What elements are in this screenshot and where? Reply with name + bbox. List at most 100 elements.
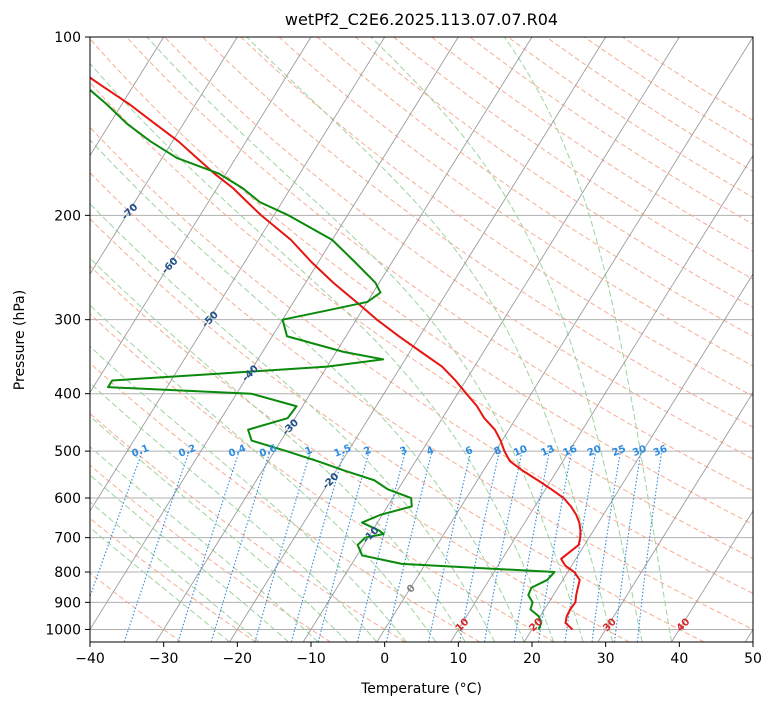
y-tick-label-6: 400 xyxy=(54,387,81,403)
mixing-ratio-line-12 xyxy=(513,450,551,642)
x-axis-label: Temperature (°C) xyxy=(360,681,482,697)
x-tick-label-9: 50 xyxy=(744,651,762,667)
mixing-ratio-label-0: 0.1 xyxy=(130,443,151,460)
isotherm-label-7: -30 xyxy=(281,417,302,438)
mixing-ratio-label-10: 8 xyxy=(493,445,504,458)
mixing-ratio-label-7: 3 xyxy=(398,445,409,458)
mixing-ratio-line-15 xyxy=(591,451,622,642)
y-axis-label: Pressure (hPa) xyxy=(12,290,28,390)
y-axis: 1000 900 800 700 600 500 400 300 200 100 xyxy=(45,30,90,638)
dry-adiabat xyxy=(622,37,753,121)
moist-adiabat xyxy=(246,37,614,642)
dry-adiabat xyxy=(90,218,705,642)
moist-adiabat xyxy=(503,37,673,642)
dry-adiabat xyxy=(431,37,753,253)
dry-adiabat xyxy=(90,82,753,560)
moist-adiabat xyxy=(90,446,319,642)
mixing-ratio-line-13 xyxy=(537,450,573,642)
mixing-ratio-label-9: 6 xyxy=(464,445,475,458)
dry-adiabat xyxy=(507,37,753,199)
moist-adiabat xyxy=(90,139,525,642)
dry-adiabat xyxy=(164,37,753,460)
mixing-ratio-label-5: 1.5 xyxy=(332,443,353,460)
moist-adiabat xyxy=(370,37,643,642)
mixing-ratio-lines xyxy=(90,450,663,642)
moist-adiabat xyxy=(90,345,407,642)
y-tick-label-3: 700 xyxy=(54,531,81,547)
isotherm-line-40 xyxy=(671,510,753,642)
dry-adiabat xyxy=(393,37,753,280)
x-tick-label-6: 20 xyxy=(523,651,541,667)
isotherm-line-m10 xyxy=(302,37,680,642)
isotherm-line-m50 xyxy=(90,37,386,512)
isotherm-label-12: 20 xyxy=(528,616,546,634)
moist-adiabat xyxy=(90,382,378,642)
mixing-ratio-label-13: 16 xyxy=(562,444,579,459)
mixing-ratio-label-14: 20 xyxy=(586,444,603,459)
mixing-ratio-line-4 xyxy=(254,450,312,642)
dry-adiabat xyxy=(90,362,481,642)
mixing-ratio-line-3 xyxy=(210,450,271,642)
mixing-ratio-line-1 xyxy=(123,450,190,642)
isotherm-line-0 xyxy=(376,37,753,642)
isotherm-label-6: -40 xyxy=(240,363,261,384)
mixing-ratio-line-5 xyxy=(290,450,345,642)
mixing-ratio-label-2: 0.4 xyxy=(227,443,248,460)
isotherm-line-m30 xyxy=(155,37,533,642)
mixing-ratio-label-12: 13 xyxy=(539,444,556,459)
dry-adiabat xyxy=(469,37,753,225)
y-tick-label-8: 200 xyxy=(54,208,81,224)
mixing-ratio-line-11 xyxy=(483,450,523,642)
isotherm-label-8: -20 xyxy=(321,471,342,492)
y-tick-label-2: 800 xyxy=(54,565,81,581)
dry-adiabat xyxy=(90,38,753,526)
dry-adiabat xyxy=(90,265,630,642)
mixing-ratio-label-15: 25 xyxy=(611,444,628,459)
isotherm-line-m80 xyxy=(90,37,165,157)
mixing-ratio-line-0 xyxy=(90,450,143,599)
dry-adiabat xyxy=(90,517,256,642)
isotherm-line-m40 xyxy=(90,37,459,631)
dewpoint-profile-line xyxy=(90,60,556,630)
moist-adiabat xyxy=(90,501,260,642)
x-tick-label-1: −30 xyxy=(149,651,179,667)
mixing-ratio-line-9 xyxy=(428,450,472,642)
moist-adiabat xyxy=(90,62,555,642)
dry-adiabat xyxy=(278,37,753,367)
mixing-ratio-line-14 xyxy=(564,451,597,642)
dry-adiabat xyxy=(90,126,753,595)
moist-adiabat xyxy=(146,37,584,642)
mixing-ratio-label-17: 36 xyxy=(652,444,669,459)
mixing-ratio-label-8: 4 xyxy=(425,445,436,458)
x-tick-label-7: 30 xyxy=(597,651,615,667)
moist-adiabat xyxy=(90,203,496,642)
y-tick-label-5: 500 xyxy=(54,444,81,460)
dry-adiabat xyxy=(240,37,753,397)
moist-adiabat xyxy=(90,257,466,642)
isotherm-line-50 xyxy=(744,628,753,642)
annotation-labels: 0.1 0.2 0.4 0.6 1 1.5 2 3 4 6 8 10 13 16 20 25 30 36-70-6… xyxy=(120,202,693,634)
dry-adiabat xyxy=(316,37,753,338)
series-layer xyxy=(90,60,582,631)
dry-adiabat xyxy=(202,37,753,428)
mixing-ratio-label-1: 0.2 xyxy=(177,443,198,460)
isotherm-label-14: 40 xyxy=(675,616,693,634)
isotherm-line-m20 xyxy=(229,37,607,642)
temperature-profile-line xyxy=(90,76,582,631)
moist-adiabat xyxy=(90,474,289,642)
x-tick-label-8: 40 xyxy=(670,651,688,667)
x-tick-label-4: 0 xyxy=(380,651,389,667)
dry-adiabat xyxy=(90,313,555,642)
mixing-ratio-line-8 xyxy=(385,450,433,642)
isotherm-line-30 xyxy=(597,391,753,642)
dry-adiabat xyxy=(545,37,753,172)
mixing-ratio-line-10 xyxy=(459,450,500,642)
plot-area xyxy=(90,37,753,642)
mixing-ratio-label-4: 1 xyxy=(304,445,315,458)
dry-adiabats xyxy=(90,37,753,642)
y-tick-label-1: 900 xyxy=(54,595,81,611)
x-tick-label-2: −20 xyxy=(223,651,253,667)
x-tick-label-5: 10 xyxy=(449,651,467,667)
mixing-ratio-label-11: 10 xyxy=(512,444,529,459)
plot-frame xyxy=(89,36,754,643)
